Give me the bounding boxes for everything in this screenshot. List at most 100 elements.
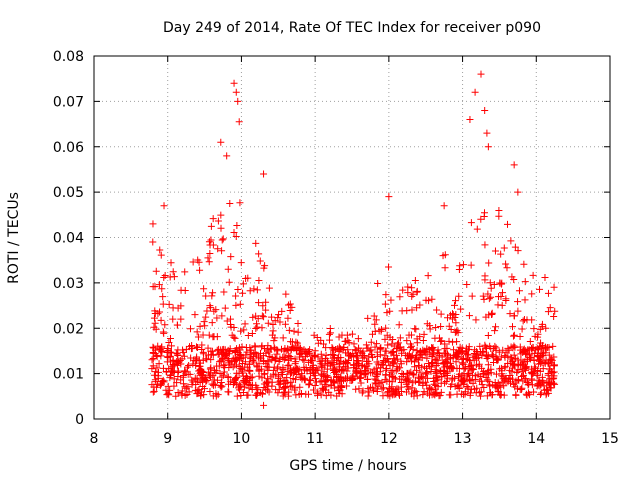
data-point — [502, 297, 510, 305]
data-point — [340, 367, 348, 375]
data-point — [148, 381, 156, 389]
data-point — [463, 372, 471, 380]
data-point — [385, 193, 393, 201]
data-point — [432, 324, 440, 332]
data-point — [373, 385, 381, 393]
data-point — [442, 377, 450, 385]
data-point — [274, 314, 282, 322]
data-point — [156, 308, 164, 316]
data-point — [495, 206, 503, 214]
data-point — [201, 385, 209, 393]
data-point — [348, 376, 356, 384]
data-point — [316, 358, 324, 366]
data-point — [208, 292, 216, 300]
data-point — [381, 335, 389, 343]
data-point — [199, 331, 207, 339]
data-point — [488, 309, 496, 317]
data-point — [190, 356, 198, 364]
data-point — [166, 386, 174, 394]
data-point — [311, 382, 319, 390]
data-point — [457, 390, 465, 398]
data-point — [420, 330, 428, 338]
data-point — [479, 292, 487, 300]
data-point — [497, 391, 505, 399]
data-point — [508, 368, 516, 376]
data-point — [341, 358, 349, 366]
data-point — [423, 345, 431, 353]
data-point — [236, 199, 244, 207]
data-point — [353, 351, 361, 359]
data-point — [259, 357, 267, 365]
data-point — [158, 285, 166, 293]
data-point — [444, 314, 452, 322]
data-point — [459, 261, 467, 269]
data-point — [252, 325, 260, 333]
data-point — [164, 346, 172, 354]
data-point — [440, 360, 448, 368]
data-point — [438, 373, 446, 381]
data-point — [467, 261, 475, 269]
data-point — [383, 365, 391, 373]
data-point — [538, 342, 546, 350]
data-point — [379, 392, 387, 400]
data-point — [384, 391, 392, 399]
data-point — [187, 345, 195, 353]
data-point — [252, 391, 260, 399]
data-point — [508, 323, 516, 331]
data-point — [535, 345, 542, 353]
data-point — [220, 288, 228, 296]
data-point — [367, 338, 375, 346]
data-point — [425, 297, 433, 305]
data-point — [455, 265, 463, 273]
data-point — [322, 392, 330, 400]
data-point — [293, 339, 301, 347]
data-point — [484, 290, 492, 298]
data-point — [443, 344, 451, 352]
data-point — [260, 313, 268, 321]
data-point — [381, 300, 389, 308]
data-point — [328, 343, 336, 351]
data-point — [300, 376, 308, 384]
data-point — [270, 363, 278, 371]
data-point — [209, 380, 217, 388]
data-point — [530, 363, 538, 371]
data-point — [523, 379, 531, 387]
data-point — [530, 388, 538, 396]
data-point — [196, 322, 204, 330]
data-point — [227, 253, 235, 261]
data-point — [159, 376, 167, 384]
data-point — [165, 300, 173, 308]
data-point — [284, 392, 292, 400]
data-point — [159, 293, 167, 301]
data-point — [455, 292, 463, 300]
data-point — [512, 354, 520, 362]
data-point — [242, 377, 250, 385]
data-point — [419, 336, 427, 344]
data-point — [186, 325, 194, 333]
data-point — [529, 344, 537, 352]
data-point — [347, 351, 355, 359]
data-point — [550, 374, 558, 382]
data-point — [424, 272, 432, 280]
data-point — [395, 321, 403, 329]
data-point — [327, 382, 335, 390]
data-point — [281, 383, 289, 391]
data-point — [318, 362, 326, 370]
data-point — [408, 292, 416, 300]
data-point — [398, 349, 406, 357]
data-point — [217, 358, 225, 366]
data-point — [383, 331, 391, 339]
data-point — [186, 370, 194, 378]
data-point — [382, 371, 390, 379]
data-point — [283, 379, 291, 387]
data-point — [181, 391, 189, 399]
data-point — [150, 314, 158, 322]
data-point — [178, 387, 186, 395]
data-point — [459, 360, 467, 368]
data-point — [164, 390, 172, 398]
data-point — [281, 320, 289, 328]
data-point — [258, 343, 266, 351]
data-point — [250, 358, 258, 366]
data-point — [237, 327, 245, 335]
data-point — [248, 385, 256, 393]
